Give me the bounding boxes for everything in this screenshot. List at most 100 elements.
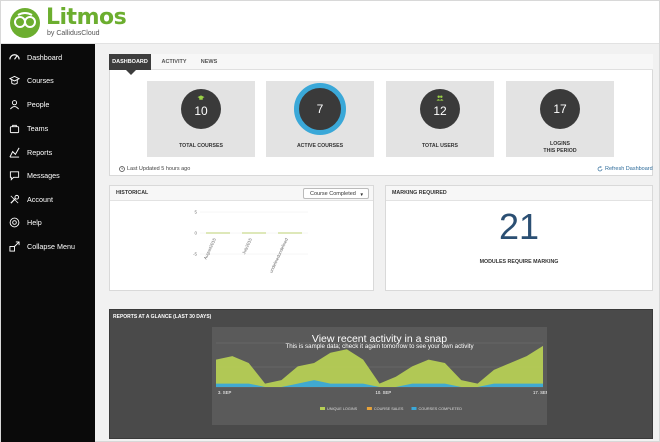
sidebar-item-messages[interactable]: Messages [1, 165, 95, 185]
glance-overlay-subtitle: This is sample data; check it again tomo… [285, 343, 474, 350]
last-updated-text: Last Updated 5 hours ago [127, 166, 191, 172]
sidebar-item-teams[interactable]: Teams [1, 118, 95, 138]
stat-value: 10 [194, 104, 208, 118]
brand-tagline: by CallidusCloud [47, 30, 100, 37]
stat-card-active-courses[interactable]: 7 ACTIVE COURSES [266, 81, 374, 157]
glance-series-area [216, 380, 543, 387]
glance-legend-swatch [411, 407, 417, 410]
sidebar-item-collapse-menu[interactable]: Collapse Menu [1, 236, 95, 256]
marking-label: MODULES REQUIRE MARKING [479, 259, 559, 265]
sidebar-item-courses[interactable]: Courses [1, 70, 95, 90]
glance-legend-swatch [320, 407, 325, 410]
stat-card-total-courses[interactable]: 10 TOTAL COURSES [147, 81, 255, 157]
sidebar-item-label: Help [27, 217, 42, 227]
people-icon [8, 98, 20, 110]
app-header: Litmos by CallidusCloud [1, 1, 659, 44]
glance-chart-area: 3. SEP 10. SEP 17. SEP UNIQUE LOGINS COURSE … [212, 327, 549, 425]
historical-select-value: Course Completed [310, 190, 356, 197]
caret-down-icon: ▼ [359, 192, 364, 197]
historical-panel: HISTORICAL Course Completed ▼ 5 0 -5 August… [109, 185, 374, 291]
sidebar-item-label: Dashboard [27, 52, 63, 62]
glance-legend-label[interactable]: COURSES COMPLETED [419, 407, 463, 411]
historical-bar [278, 232, 302, 234]
glance-xtick-label: 17. SEP [533, 390, 547, 395]
marking-panel: MARKING REQUIRED 21 MODULES REQUIRE MARK… [385, 185, 653, 291]
glance-legend-label[interactable]: COURSE SALES [374, 407, 404, 411]
sidebar-item-label: Messages [27, 170, 60, 180]
refresh-dashboard-link[interactable]: Refresh Dashboard [597, 166, 653, 172]
historical-ytick-label: -5 [193, 252, 197, 257]
marking-title: MARKING REQUIRED [386, 186, 652, 201]
sidebar-item-reports[interactable]: Reports [1, 142, 95, 162]
stat-card-logins-this-period[interactable]: 17 LOGINS THIS PERIOD [506, 81, 614, 157]
active-tab-caret [126, 70, 136, 75]
sidebar: Dashboard Courses People Teams Reports [1, 44, 95, 442]
stat-label: ACTIVE COURSES [296, 143, 344, 149]
courses-icon [8, 74, 20, 86]
stat-label-line-1: LOGINS [550, 141, 570, 147]
users-icon [436, 95, 444, 101]
stat-circle: 17 [540, 89, 580, 129]
glance-series-area [216, 345, 543, 387]
sidebar-item-label: Courses [27, 75, 54, 85]
teams-icon [8, 122, 20, 134]
historical-xtick-label: July2015 [241, 237, 253, 255]
sidebar-item-help[interactable]: Help [1, 212, 95, 232]
stat-circle: 10 [181, 89, 221, 129]
historical-ytick-label: 0 [194, 231, 197, 236]
stat-label: TOTAL COURSES [179, 143, 223, 149]
stat-card-total-users[interactable]: 12 TOTAL USERS [386, 81, 494, 157]
marking-title-text: MARKING REQUIRED [392, 190, 447, 196]
stat-value: 12 [433, 104, 447, 118]
historical-bar [206, 232, 230, 234]
historical-title-text: HISTORICAL [116, 190, 149, 196]
historical-metric-select[interactable]: Course Completed ▼ [303, 188, 369, 199]
sidebar-item-account[interactable]: Account [1, 189, 95, 209]
marking-count: 21 [498, 206, 540, 247]
reports-icon [8, 146, 20, 158]
stat-label: TOTAL USERS [421, 143, 459, 149]
clock-icon [119, 166, 125, 172]
reports-at-a-glance-panel: REPORTS AT A GLANCE (LAST 30 DAYS) 3. SE… [109, 309, 653, 439]
refresh-dashboard-label: Refresh Dashboard [605, 166, 653, 172]
sidebar-item-label: Teams [27, 123, 49, 133]
sidebar-item-label: Account [27, 194, 53, 204]
graduation-cap-icon [197, 95, 205, 100]
sidebar-item-label: Reports [27, 147, 53, 157]
messages-icon [8, 169, 20, 181]
brand-name: Litmos [46, 5, 127, 30]
help-icon [8, 216, 20, 228]
historical-ytick-label: 5 [194, 210, 197, 215]
stat-circle: 12 [420, 89, 460, 129]
refresh-icon [597, 166, 603, 172]
collapse-menu-icon [8, 240, 20, 252]
glance-legend-swatch [366, 407, 372, 410]
sidebar-item-label: People [27, 99, 50, 109]
stat-circle: 7 [294, 83, 346, 135]
glance-overlay-title: View recent activity in a snap [311, 333, 448, 345]
dashboard-tabs: DASHBOARD ACTIVITY NEWS [109, 54, 653, 70]
stat-label-line-2: THIS PERIOD [543, 148, 577, 154]
sidebar-item-label: Collapse Menu [27, 241, 75, 251]
tab-activity[interactable]: ACTIVITY [161, 59, 187, 65]
glance-title: REPORTS AT A GLANCE (LAST 30 DAYS) [113, 314, 212, 320]
historical-bar [242, 232, 266, 234]
glance-legend-label[interactable]: UNIQUE LOGINS [327, 407, 358, 411]
historical-xtick-label: August2015 [203, 237, 217, 260]
litmos-logo-icon [10, 8, 40, 38]
account-icon [8, 193, 20, 205]
glance-xtick-label: 10. SEP [376, 390, 392, 395]
glance-chart: 3. SEP 10. SEP 17. SEP UNIQUE LOGINS COURSE … [216, 342, 549, 411]
historical-xtick-label: undefinedundefined [268, 237, 289, 274]
tab-dashboard[interactable]: DASHBOARD [109, 54, 151, 70]
stat-value: 17 [553, 102, 567, 116]
sidebar-item-people[interactable]: People [1, 94, 95, 114]
historical-chart: 5 0 -5 August2015 July2015 undefinedundefined [193, 210, 308, 274]
sidebar-item-dashboard[interactable]: Dashboard [1, 47, 95, 67]
glance-xtick-label: 3. SEP [218, 390, 232, 395]
tab-news[interactable]: NEWS [200, 59, 218, 65]
last-updated: Last Updated 5 hours ago [119, 166, 190, 172]
dashboard-icon [8, 51, 20, 63]
stat-value: 7 [316, 102, 324, 116]
